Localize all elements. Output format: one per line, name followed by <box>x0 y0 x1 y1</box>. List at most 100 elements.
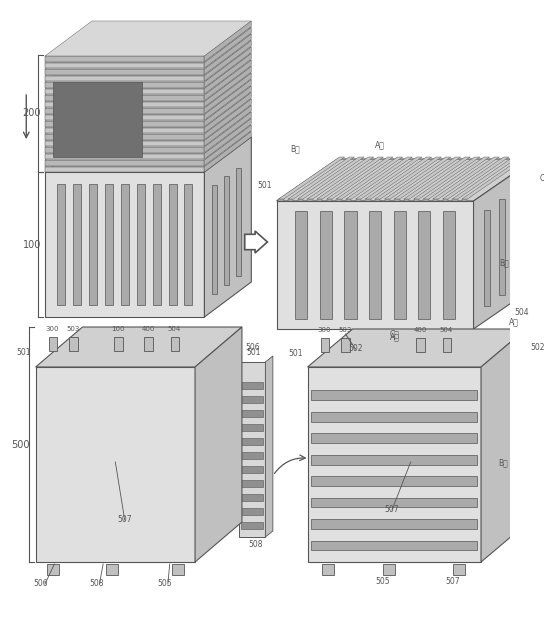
Polygon shape <box>288 199 293 201</box>
Text: 505: 505 <box>375 577 390 586</box>
Bar <box>443 338 451 352</box>
Polygon shape <box>45 60 251 95</box>
Polygon shape <box>45 160 205 166</box>
Polygon shape <box>307 329 526 367</box>
Polygon shape <box>385 157 451 199</box>
Polygon shape <box>356 199 361 201</box>
Polygon shape <box>311 477 477 486</box>
Polygon shape <box>311 498 477 507</box>
Polygon shape <box>241 424 263 431</box>
Polygon shape <box>45 140 205 146</box>
Polygon shape <box>236 167 240 277</box>
Polygon shape <box>418 211 430 319</box>
Polygon shape <box>205 125 251 166</box>
Text: 507: 507 <box>385 505 399 514</box>
Polygon shape <box>45 154 205 159</box>
Polygon shape <box>311 433 477 443</box>
Polygon shape <box>224 176 229 285</box>
Bar <box>70 337 78 351</box>
Text: 400: 400 <box>141 326 155 332</box>
Polygon shape <box>443 157 509 199</box>
Polygon shape <box>205 47 251 88</box>
Polygon shape <box>241 410 263 417</box>
Text: 300: 300 <box>318 327 331 333</box>
Text: 508: 508 <box>89 579 104 588</box>
Polygon shape <box>45 56 205 61</box>
Polygon shape <box>45 21 251 56</box>
Polygon shape <box>462 199 467 201</box>
Text: 100: 100 <box>112 326 125 332</box>
Text: A面: A面 <box>375 140 385 149</box>
Text: 100: 100 <box>23 240 41 250</box>
Polygon shape <box>311 455 477 465</box>
Text: 500: 500 <box>11 440 30 450</box>
Text: 501: 501 <box>246 348 261 357</box>
Polygon shape <box>205 86 251 127</box>
Text: 503: 503 <box>338 327 352 333</box>
Polygon shape <box>346 199 351 201</box>
Polygon shape <box>369 211 381 319</box>
Polygon shape <box>276 201 473 329</box>
Text: 300: 300 <box>46 326 59 332</box>
Polygon shape <box>413 199 419 201</box>
Polygon shape <box>241 522 263 529</box>
Polygon shape <box>137 184 145 305</box>
Bar <box>49 337 57 351</box>
Polygon shape <box>205 60 251 100</box>
Text: 504: 504 <box>514 308 529 317</box>
Text: 501: 501 <box>16 348 31 357</box>
Polygon shape <box>45 132 251 167</box>
Polygon shape <box>344 211 357 319</box>
Bar <box>320 338 329 352</box>
Polygon shape <box>413 157 480 199</box>
Polygon shape <box>105 184 113 305</box>
Text: 503: 503 <box>66 326 80 332</box>
Polygon shape <box>205 34 251 75</box>
Polygon shape <box>336 199 342 201</box>
Polygon shape <box>366 157 432 199</box>
Polygon shape <box>89 184 97 305</box>
Polygon shape <box>45 167 205 172</box>
Polygon shape <box>241 508 263 515</box>
Polygon shape <box>205 53 251 94</box>
Text: B面: B面 <box>499 458 509 467</box>
Polygon shape <box>404 157 471 199</box>
Polygon shape <box>195 327 242 562</box>
Polygon shape <box>45 47 251 82</box>
Polygon shape <box>45 134 205 139</box>
Text: 507: 507 <box>118 515 132 524</box>
Polygon shape <box>205 80 251 120</box>
Polygon shape <box>311 412 477 421</box>
Polygon shape <box>385 199 390 201</box>
Polygon shape <box>375 199 380 201</box>
Polygon shape <box>45 28 251 63</box>
Text: 504: 504 <box>440 327 453 333</box>
Polygon shape <box>45 75 205 81</box>
Polygon shape <box>462 157 528 199</box>
Text: 504: 504 <box>168 326 181 332</box>
Polygon shape <box>307 367 481 562</box>
Polygon shape <box>298 157 364 199</box>
Polygon shape <box>205 119 251 159</box>
Polygon shape <box>327 157 393 199</box>
Text: 200: 200 <box>23 108 41 119</box>
Polygon shape <box>35 327 242 367</box>
Polygon shape <box>205 99 251 139</box>
Polygon shape <box>53 82 141 157</box>
Bar <box>144 337 153 351</box>
Polygon shape <box>45 115 205 120</box>
Polygon shape <box>499 199 505 295</box>
Polygon shape <box>200 440 225 464</box>
Polygon shape <box>307 199 313 201</box>
Polygon shape <box>453 199 458 201</box>
Polygon shape <box>45 108 205 113</box>
Polygon shape <box>45 34 251 69</box>
Polygon shape <box>205 137 251 317</box>
Polygon shape <box>356 157 422 199</box>
Polygon shape <box>45 66 251 102</box>
Polygon shape <box>473 159 534 329</box>
Text: B面: B面 <box>499 258 509 267</box>
Polygon shape <box>453 157 518 199</box>
Polygon shape <box>404 199 409 201</box>
Polygon shape <box>241 396 263 403</box>
